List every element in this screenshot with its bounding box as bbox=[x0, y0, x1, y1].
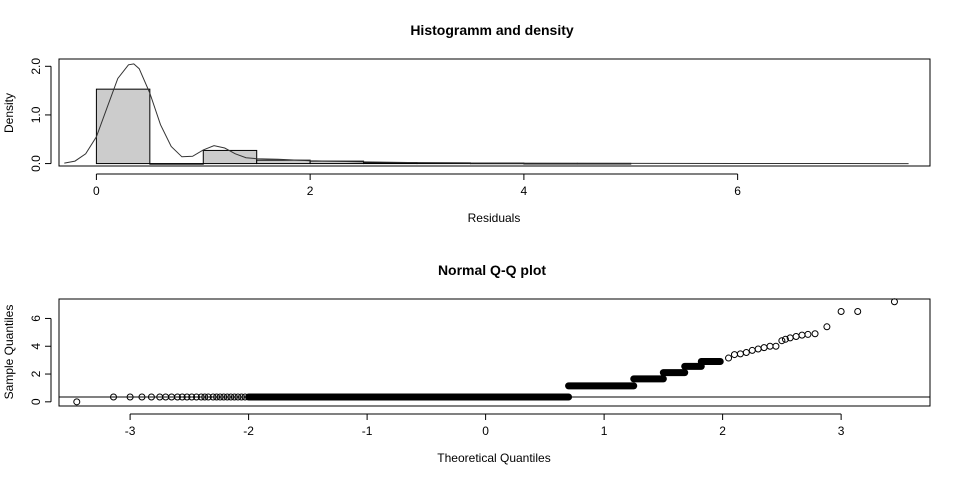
qq-upper-point bbox=[748, 346, 756, 354]
qq-plot-y-tick-label: 6 bbox=[29, 315, 43, 322]
qq-upper-point bbox=[792, 333, 800, 341]
qq-point bbox=[126, 393, 134, 401]
qq-upper-point bbox=[766, 342, 774, 350]
qq-plot-y-axis-label: Sample Quantiles bbox=[2, 305, 16, 400]
qq-point bbox=[147, 393, 155, 401]
qq-upper-point bbox=[725, 354, 733, 362]
histogram-x-axis: 0 2 4 6 bbox=[93, 173, 741, 198]
qq-point bbox=[110, 393, 118, 401]
qq-plot-x-axis: -3 -2 -1 0 1 2 3 bbox=[125, 413, 845, 438]
qq-plot-x-tick-label: -2 bbox=[243, 424, 254, 438]
qq-point bbox=[178, 393, 186, 401]
qq-point bbox=[837, 308, 845, 316]
qq-plot-x-tick-label: 0 bbox=[482, 424, 489, 438]
histogram-bar bbox=[95, 88, 151, 165]
qq-upper-point bbox=[760, 344, 768, 352]
qq-point bbox=[209, 393, 217, 401]
qq-point bbox=[220, 393, 228, 401]
qq-points bbox=[73, 298, 898, 406]
qq-plot-x-tick-label: -3 bbox=[125, 424, 136, 438]
qq-upper-point bbox=[772, 342, 780, 350]
qq-point bbox=[183, 393, 191, 401]
qq-point bbox=[890, 298, 898, 306]
histogram-x-tick-label: 6 bbox=[734, 184, 741, 198]
histogram-bars bbox=[95, 88, 632, 165]
qq-upper-point bbox=[823, 323, 831, 331]
histogram-x-tick-label: 2 bbox=[307, 184, 314, 198]
qq-upper-point bbox=[742, 349, 750, 356]
histogram-x-tick-label: 4 bbox=[521, 184, 528, 198]
qq-upper-point bbox=[778, 337, 786, 345]
qq-upper-point bbox=[781, 335, 789, 343]
histogram-title: Histogramm and density bbox=[410, 22, 574, 38]
qq-plot-x-tick-label: -1 bbox=[362, 424, 373, 438]
histogram-plot-frame bbox=[58, 58, 931, 167]
qq-plot-x-tick-label: 3 bbox=[838, 424, 845, 438]
density-curve bbox=[64, 63, 909, 165]
qq-plot-y-tick-label: 2 bbox=[29, 370, 43, 377]
histogram-y-axis-label: Density bbox=[2, 93, 16, 133]
qq-upper-point bbox=[804, 330, 812, 338]
qq-plot-frame bbox=[58, 298, 931, 407]
qq-point bbox=[204, 393, 212, 401]
qq-upper-point bbox=[754, 345, 762, 353]
histogram-x-axis-label: Residuals bbox=[468, 211, 521, 225]
qq-point bbox=[223, 393, 231, 401]
qq-point bbox=[216, 393, 224, 401]
qq-plot-y-axis: 0 2 4 6 bbox=[29, 315, 52, 405]
qq-upper-point bbox=[736, 350, 744, 358]
qq-point bbox=[230, 393, 238, 401]
histogram-y-tick-label: 1.0 bbox=[29, 106, 43, 123]
qq-point bbox=[197, 393, 205, 401]
qq-plot-x-tick-label: 2 bbox=[719, 424, 726, 438]
qq-point bbox=[188, 393, 196, 401]
qq-point bbox=[237, 393, 245, 401]
qq-point bbox=[234, 393, 242, 401]
qq-upper-point bbox=[798, 331, 806, 339]
qq-plot-y-tick-label: 4 bbox=[29, 343, 43, 350]
histogram-bar bbox=[149, 163, 204, 165]
histogram-y-axis: 0.0 1.0 2.0 bbox=[29, 58, 52, 172]
histogram-panel: Histogramm and density Residuals Density… bbox=[2, 22, 931, 225]
qq-plot-x-tick-label: 1 bbox=[601, 424, 608, 438]
qq-point bbox=[227, 393, 235, 401]
qq-point bbox=[192, 393, 200, 401]
qq-plot-y-tick-label: 0 bbox=[29, 398, 43, 405]
qq-point bbox=[138, 393, 146, 401]
histogram-x-tick-label: 0 bbox=[93, 184, 100, 198]
qq-upper-point bbox=[730, 351, 738, 359]
qq-point bbox=[201, 393, 209, 401]
qq-upper-point bbox=[811, 330, 819, 338]
histogram-y-tick-label: 0.0 bbox=[29, 155, 43, 172]
qq-point bbox=[213, 393, 221, 401]
qq-point bbox=[174, 393, 182, 401]
density-curve-group bbox=[64, 63, 909, 165]
histogram-bar bbox=[202, 149, 258, 165]
qq-point bbox=[854, 308, 862, 316]
histogram-y-tick-label: 2.0 bbox=[29, 58, 43, 75]
qq-plot-title: Normal Q-Q plot bbox=[438, 262, 546, 278]
qq-plot-x-axis-label: Theoretical Quantiles bbox=[437, 451, 550, 465]
qq-plot-panel: Normal Q-Q plot Theoretical Quantiles Sa… bbox=[2, 262, 931, 465]
qq-point bbox=[73, 398, 81, 406]
